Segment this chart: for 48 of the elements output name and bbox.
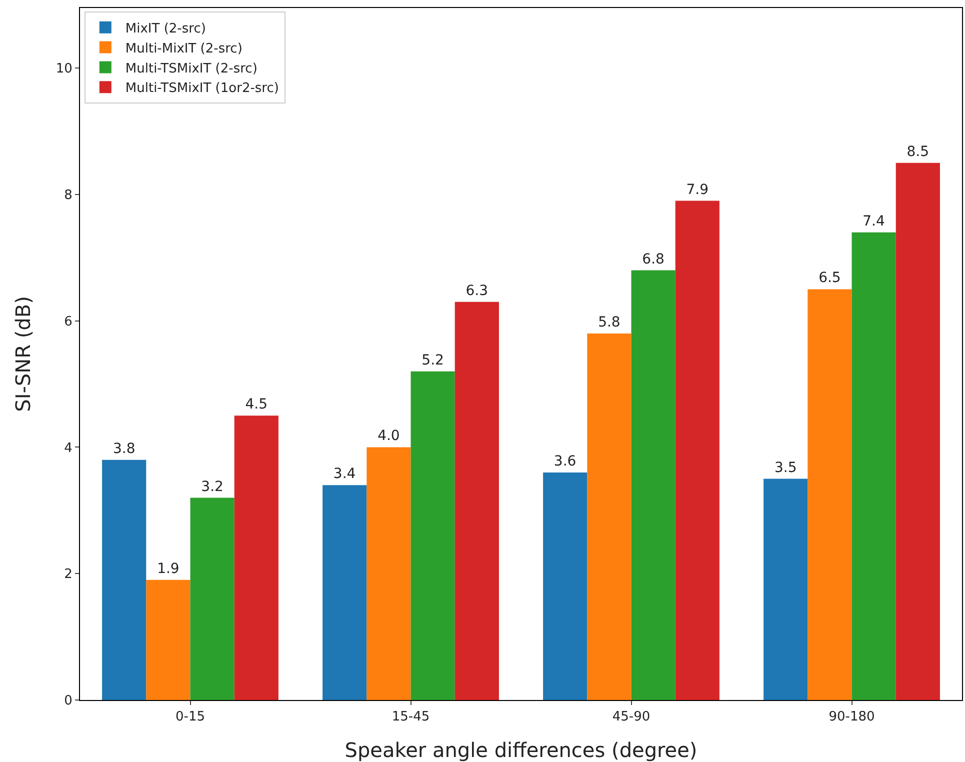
bar <box>190 498 234 700</box>
bar <box>322 485 367 700</box>
x-axis-title: Speaker angle differences (degree) <box>344 738 698 762</box>
y-tick-label: 8 <box>64 188 72 203</box>
data-label: 3.8 <box>112 440 136 457</box>
data-label: 3.2 <box>201 478 224 495</box>
data-label: 3.5 <box>774 460 797 476</box>
legend-label: MixIT (2-src) <box>125 21 206 36</box>
bar <box>234 416 278 700</box>
bar <box>808 289 852 700</box>
bar <box>631 270 676 700</box>
legend-label: Multi-TSMixIT (1or2-src) <box>125 81 279 96</box>
bar <box>543 472 588 700</box>
y-tick-label: 4 <box>64 440 72 456</box>
legend-label: Multi-MixIT (2-src) <box>125 41 242 56</box>
data-label: 6.8 <box>642 251 664 268</box>
data-label: 1.9 <box>157 560 180 577</box>
data-label: 5.2 <box>422 352 444 368</box>
data-label: 7.9 <box>686 182 709 198</box>
data-label: 8.5 <box>906 144 930 160</box>
data-label: 5.8 <box>598 314 620 330</box>
x-tick-label: 45-90 <box>612 710 650 725</box>
bar <box>102 460 146 700</box>
x-tick-label: 15-45 <box>392 710 430 725</box>
y-tick-label: 6 <box>64 314 72 330</box>
x-tick-label: 0-15 <box>175 710 206 725</box>
data-label: 6.3 <box>466 282 488 299</box>
bar <box>366 447 411 700</box>
y-tick-label: 0 <box>64 694 72 709</box>
bar <box>146 580 190 700</box>
y-axis-title: SI-SNR (dB) <box>11 296 35 412</box>
data-label: 3.6 <box>554 453 576 470</box>
bar <box>587 333 632 700</box>
data-label: 4.0 <box>378 428 400 444</box>
y-tick-label: 10 <box>56 62 72 77</box>
y-tick-label: 2 <box>64 567 72 582</box>
bar <box>764 478 808 700</box>
data-label: 3.4 <box>333 466 356 482</box>
bar <box>675 200 720 700</box>
bar <box>410 371 455 700</box>
data-label: 6.5 <box>818 270 841 286</box>
bar <box>454 302 499 700</box>
bar <box>896 162 940 700</box>
bar <box>852 232 896 700</box>
data-label: 7.4 <box>862 213 885 230</box>
legend-label: Multi-TSMixIT (2-src) <box>125 61 258 76</box>
data-label: 4.5 <box>245 396 268 413</box>
x-tick-label: 90-180 <box>828 710 875 725</box>
